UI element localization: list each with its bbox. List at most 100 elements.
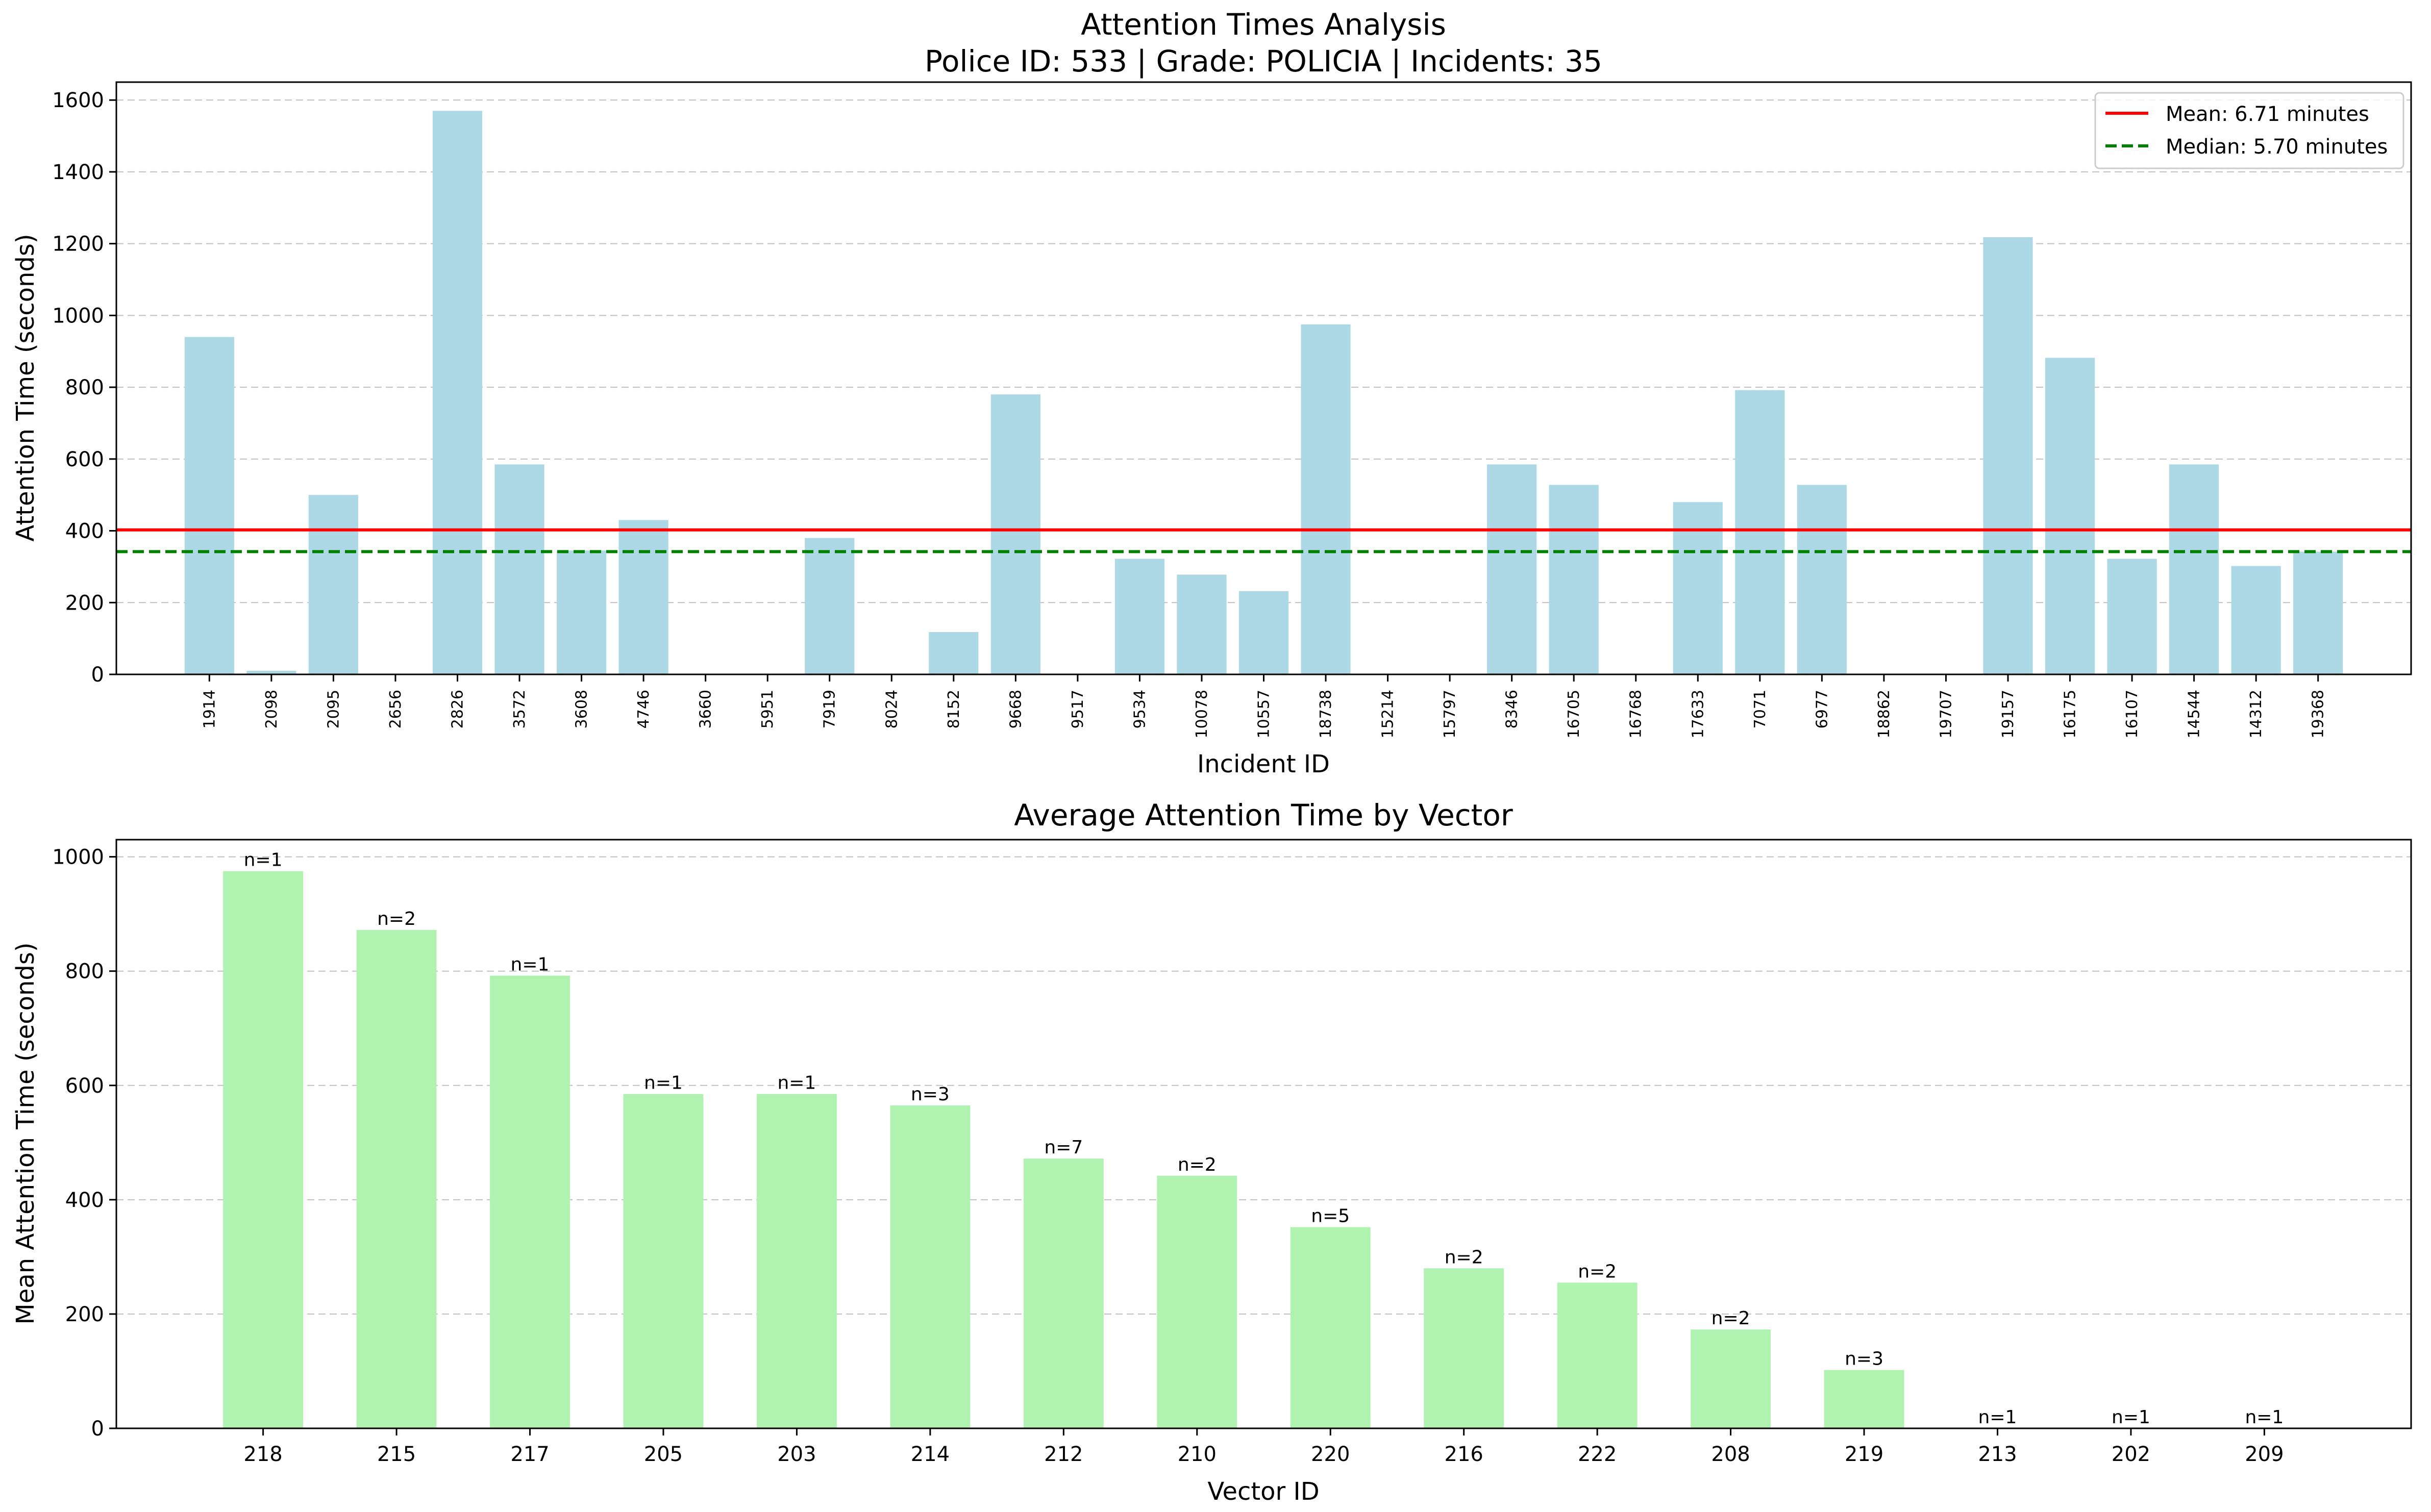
bar-count-label: n=3 [1845, 1349, 1883, 1370]
x-tick-label: 3572 [511, 690, 529, 728]
bar [1301, 324, 1351, 674]
x-tick-label: 3608 [573, 690, 591, 728]
x-tick-label: 2656 [387, 690, 405, 728]
bar [184, 337, 234, 674]
bar [1549, 485, 1599, 674]
plot-frame [115, 839, 2412, 1429]
x-tick-label: 6977 [1813, 690, 1831, 728]
top-chart-subtitle: Police ID: 533 | Grade: POLICIA | Incide… [925, 44, 1602, 79]
x-tick-label: 4746 [635, 690, 653, 728]
x-tick-label: 209 [2245, 1443, 2284, 1466]
bar [1824, 1370, 1904, 1428]
y-tick-label: 0 [91, 663, 104, 687]
x-tick-label: 18862 [1875, 690, 1893, 738]
x-tick-label: 202 [2112, 1443, 2150, 1466]
x-tick-label: 205 [644, 1443, 683, 1466]
top-chart-xlabel: Incident ID [1197, 750, 1330, 778]
x-tick-label: 9668 [1007, 690, 1025, 728]
y-tick-label: 600 [65, 1074, 104, 1098]
x-tick-label: 2826 [449, 690, 466, 728]
x-tick-label: 214 [911, 1443, 950, 1466]
bar [494, 464, 544, 674]
bar [2045, 358, 2095, 674]
x-tick-label: 7071 [1751, 690, 1769, 728]
x-tick-label: 10557 [1255, 690, 1273, 738]
bar-count-label: n=2 [1445, 1247, 1483, 1268]
y-tick-label: 600 [65, 448, 104, 471]
bar [929, 632, 979, 674]
y-tick-label: 1200 [52, 233, 104, 256]
y-tick-label: 0 [91, 1417, 104, 1441]
x-tick-label: 9517 [1069, 690, 1087, 728]
bar-count-label: n=2 [1578, 1261, 1617, 1282]
bottom-chart: n=1 n=2 n=1 n=1 n=1 n=3 n=7 n=2 n=5 n=2 n=2 n=2 n=3 n… [52, 839, 2412, 1466]
bar [308, 495, 359, 674]
bar [890, 1105, 971, 1428]
x-tick-label: 208 [1711, 1443, 1750, 1466]
bar [1023, 1158, 1104, 1428]
x-tick-label: 2095 [325, 690, 342, 728]
bar [556, 550, 607, 674]
bar-count-label: n=1 [511, 954, 550, 975]
x-tick-label: 218 [243, 1443, 282, 1466]
x-tick-label: 16175 [2062, 690, 2079, 738]
y-tick-label: 1600 [52, 89, 104, 112]
x-tick-label: 15797 [1441, 690, 1459, 738]
x-tick-label: 17633 [1689, 690, 1707, 738]
bar-count-label: n=2 [1178, 1154, 1217, 1175]
x-tick-label: 8346 [1503, 690, 1521, 728]
bar [1735, 390, 1785, 674]
x-tick-label: 203 [777, 1443, 816, 1466]
bar [223, 871, 304, 1428]
x-tick-label: 212 [1044, 1443, 1083, 1466]
bar-count-label: n=1 [644, 1073, 683, 1094]
legend-mean-label: Mean: 6.71 minutes [2166, 103, 2369, 126]
bar [1557, 1282, 1638, 1428]
bar [618, 520, 668, 674]
bar [490, 975, 570, 1428]
bottom-chart-ylabel: Mean Attention Time (seconds) [11, 942, 40, 1324]
x-tick-label: 2098 [263, 690, 281, 728]
bar-count-label: n=5 [1311, 1206, 1350, 1227]
bar-count-label: n=1 [777, 1073, 816, 1094]
x-tick-label: 8152 [945, 690, 963, 728]
bar [1157, 1175, 1237, 1428]
bar [1673, 502, 1723, 674]
x-tick-label: 14312 [2247, 690, 2265, 738]
bar-count-label: n=1 [1978, 1407, 2017, 1428]
bar [756, 1094, 837, 1428]
bar [1691, 1329, 1771, 1428]
bar-count-label: n=3 [911, 1084, 950, 1105]
y-tick-label: 1400 [52, 161, 104, 184]
x-tick-label: 14544 [2186, 690, 2203, 738]
y-tick-label: 400 [65, 520, 104, 543]
y-tick-label: 400 [65, 1189, 104, 1212]
x-tick-label: 16107 [2123, 690, 2141, 738]
x-tick-label: 18738 [1317, 690, 1335, 738]
x-tick-label: 19157 [1999, 690, 2017, 738]
bar-count-label: n=1 [244, 850, 283, 871]
x-tick-label: 3660 [697, 690, 715, 728]
x-tick-label: 5951 [759, 690, 777, 728]
y-tick-label: 200 [65, 1303, 104, 1326]
bar [1238, 591, 1289, 674]
x-tick-label: 19707 [1937, 690, 1955, 738]
bar-count-label: n=2 [377, 909, 416, 929]
x-tick-label: 210 [1178, 1443, 1217, 1466]
top-chart-legend: Mean: 6.71 minutes Median: 5.70 minutes [2094, 92, 2404, 169]
x-tick-label: 222 [1578, 1443, 1617, 1466]
bar-count-label: n=2 [1711, 1308, 1750, 1329]
bar [2107, 559, 2157, 674]
bar [2293, 551, 2343, 674]
y-tick-label: 1000 [52, 846, 104, 869]
bar [356, 930, 437, 1428]
x-tick-label: 220 [1311, 1443, 1350, 1466]
bar [1114, 559, 1165, 674]
top-chart-title: Attention Times Analysis [1081, 7, 1446, 42]
x-tick-label: 9534 [1131, 690, 1149, 728]
y-tick-label: 800 [65, 376, 104, 399]
x-tick-label: 219 [1845, 1443, 1883, 1466]
top-chart: 0 200 400 600 800 1000 1200 1400 1600 1914 2098 209… [52, 81, 2412, 738]
x-tick-label: 8024 [883, 690, 901, 728]
